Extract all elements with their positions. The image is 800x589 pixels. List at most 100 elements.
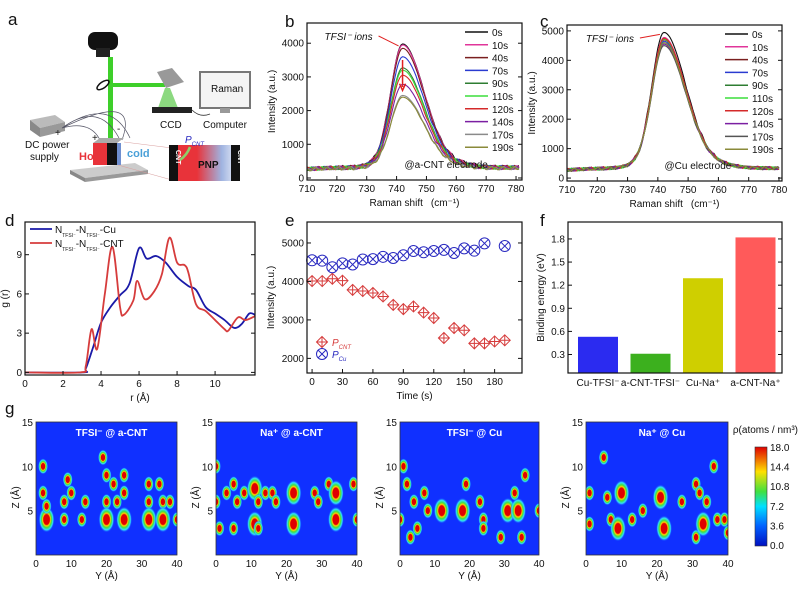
hotspot-group xyxy=(38,449,177,533)
density-hotspot xyxy=(723,524,728,541)
stage-top xyxy=(70,163,148,178)
bar-0 xyxy=(578,336,618,373)
density-hotspot xyxy=(228,520,239,537)
laser-beam-horizontal xyxy=(110,83,165,87)
data-point-cu xyxy=(427,245,440,257)
annotation-arrow xyxy=(639,33,660,39)
density-hotspot xyxy=(701,493,712,510)
plot-frame xyxy=(35,421,178,556)
electrode-note: @a-CNT electrode xyxy=(405,160,489,171)
density-hotspot xyxy=(609,515,626,542)
density-hotspot xyxy=(454,497,471,524)
x-axis-label: Y (Å) xyxy=(646,569,669,582)
y-tick-label: 5 xyxy=(207,507,213,518)
legend-label: 110s xyxy=(492,92,513,103)
cell-top xyxy=(93,138,124,143)
colorbar-tick-label: 3.6 xyxy=(770,521,784,532)
density-hotspot xyxy=(461,476,472,493)
y-tick-label: 10 xyxy=(386,462,398,473)
x-tick-label: 2 xyxy=(60,379,66,390)
y-tick-label: 3 xyxy=(16,329,22,340)
legend-label: 40s xyxy=(752,56,768,67)
density-hotspot xyxy=(112,493,123,510)
legend-label: 90s xyxy=(492,79,508,90)
x-axis-label: Raman shift (cm⁻¹) xyxy=(370,198,460,209)
x-tick-label: 740 xyxy=(388,184,405,195)
dc-power-supply-side xyxy=(30,120,40,137)
plot-frame xyxy=(306,221,523,374)
y-tick-label: 10 xyxy=(22,462,34,473)
heatmap-2: 0 10 20 30 40 5 10 15 Y (Å) Z (Å) TFSI⁻ @ Cu xyxy=(373,418,545,582)
hot-label: Hot xyxy=(79,151,98,163)
grating-prism xyxy=(157,68,184,88)
density-hotspot xyxy=(313,493,324,510)
density-hotspot xyxy=(80,493,91,510)
density-hotspot xyxy=(586,515,595,532)
y-tick-label: 9 xyxy=(16,250,22,261)
y-tick-label: 5000 xyxy=(282,238,305,249)
y-axis-label: Intensity (a.u.) xyxy=(267,70,278,133)
plot-frame xyxy=(567,221,783,374)
density-hotspot xyxy=(652,484,669,511)
cold-label: cold xyxy=(127,148,150,160)
y-tick-label: 1.2 xyxy=(551,281,565,292)
y-tick-label: 15 xyxy=(202,418,214,429)
density-hotspot xyxy=(598,449,609,466)
computer-label: Computer xyxy=(203,120,248,131)
data-point-cnt xyxy=(366,286,380,300)
rdf-line-1 xyxy=(24,236,256,374)
legend-label: 140s xyxy=(492,118,514,129)
density-hotspot xyxy=(157,493,168,510)
data-point-cnt xyxy=(336,274,349,287)
stage-side xyxy=(70,170,85,182)
x-tick-label: 0 xyxy=(397,559,403,570)
raman-label: Raman xyxy=(211,84,243,95)
electrode-note: @Cu electrode xyxy=(665,161,732,172)
data-point-cu xyxy=(437,243,450,256)
density-hotspot xyxy=(348,476,357,493)
density-hotspot xyxy=(637,502,648,519)
data-point-cu xyxy=(478,237,491,250)
data-point-cnt xyxy=(346,283,359,297)
data-point-cnt xyxy=(437,331,451,345)
chart-f: Cu-TFSI⁻ a-CNT-TFSI⁻ Cu-Na⁺ a-CNT-Na⁺ 0.3 0.6… xyxy=(536,221,783,389)
x-tick-label: 770 xyxy=(740,185,757,196)
data-point-cu xyxy=(458,242,471,255)
data-point-cnt xyxy=(326,272,339,285)
density-hotspot xyxy=(478,520,489,537)
x-tick-label: 710 xyxy=(299,184,316,195)
x-tick-label: 720 xyxy=(589,185,606,196)
dc-power-supply-front xyxy=(40,122,65,137)
legend-label: 70s xyxy=(492,66,508,77)
x-tick-label: 150 xyxy=(456,377,473,388)
y-axis-label: Z (Å) xyxy=(189,486,202,508)
ccd-cable xyxy=(191,109,211,116)
heatmap-title: TFSI⁻ @ a-CNT xyxy=(76,428,148,439)
zoom-line-top xyxy=(123,141,173,149)
spectrum-line-90s xyxy=(567,42,780,172)
panel-label-g: g xyxy=(5,399,14,418)
cnt-right-label: CNT xyxy=(236,150,243,165)
rdf-line-0 xyxy=(24,246,256,374)
cell-block xyxy=(107,143,117,165)
y-axis-label: Binding energy (eV) xyxy=(536,253,547,341)
x-tick-label: 20 xyxy=(651,559,663,570)
spectrum-line-0s xyxy=(306,43,520,171)
panel-label-a: a xyxy=(8,10,18,29)
x-tick-label: 30 xyxy=(499,559,511,570)
y-tick-label: 2000 xyxy=(282,106,305,117)
density-hotspot xyxy=(285,510,302,537)
y-tick-label: 5 xyxy=(577,507,583,518)
diffracted-beam xyxy=(158,88,178,108)
data-point-cnt xyxy=(397,302,410,316)
density-hotspot xyxy=(516,529,527,546)
density-hotspot xyxy=(586,484,595,501)
density-hotspot xyxy=(143,493,154,510)
density-hotspot xyxy=(140,506,157,533)
beam-splitter xyxy=(96,79,110,91)
cell-minus-sign: - xyxy=(117,124,120,135)
data-point-cnt xyxy=(427,311,440,325)
x-axis-label: Y (Å) xyxy=(275,569,298,582)
data-point-cu xyxy=(377,250,390,263)
